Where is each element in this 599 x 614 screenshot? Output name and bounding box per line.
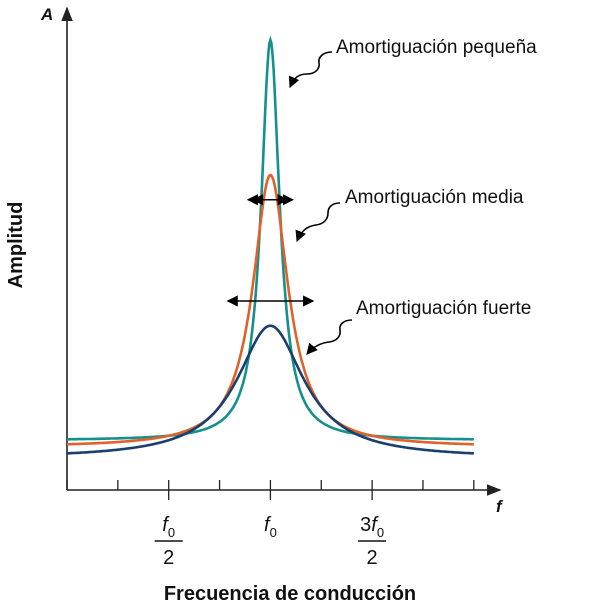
x-tick-denominator-2: 2 [367, 547, 378, 569]
leader-small-damping [288, 51, 333, 89]
bandwidth-arrows [226, 194, 315, 307]
y-axis-symbol: A [40, 5, 53, 24]
x-axis-title: Frecuencia de conducción [164, 583, 416, 605]
x-axis-symbol: f [496, 497, 504, 516]
series-curves [66, 35, 474, 455]
x-tick-numerator-0: f0 [162, 514, 175, 540]
label-heavy-damping: Amortiguación fuerte [356, 298, 531, 319]
label-small-damping: Amortiguación pequeña [336, 37, 537, 58]
leader-heavy-damping [306, 319, 353, 355]
x-tick-label-1: f0 [264, 514, 277, 540]
curve-medium-damping [67, 173, 474, 446]
x-tick-numerator-1: f0 [264, 514, 277, 540]
x-tick-numerator-2: 3f0 [360, 514, 384, 540]
curve-heavy-damping [66, 324, 474, 455]
leader-medium-damping [295, 202, 341, 243]
curve-small-damping [67, 35, 474, 441]
label-medium-damping: Amortiguación media [345, 187, 524, 208]
x-minor-ticks [66, 480, 475, 490]
x-tick-denominator-0: 2 [163, 547, 174, 569]
x-tick-label-0: f02 [154, 514, 183, 569]
y-axis-title: Amplitud [5, 202, 27, 289]
